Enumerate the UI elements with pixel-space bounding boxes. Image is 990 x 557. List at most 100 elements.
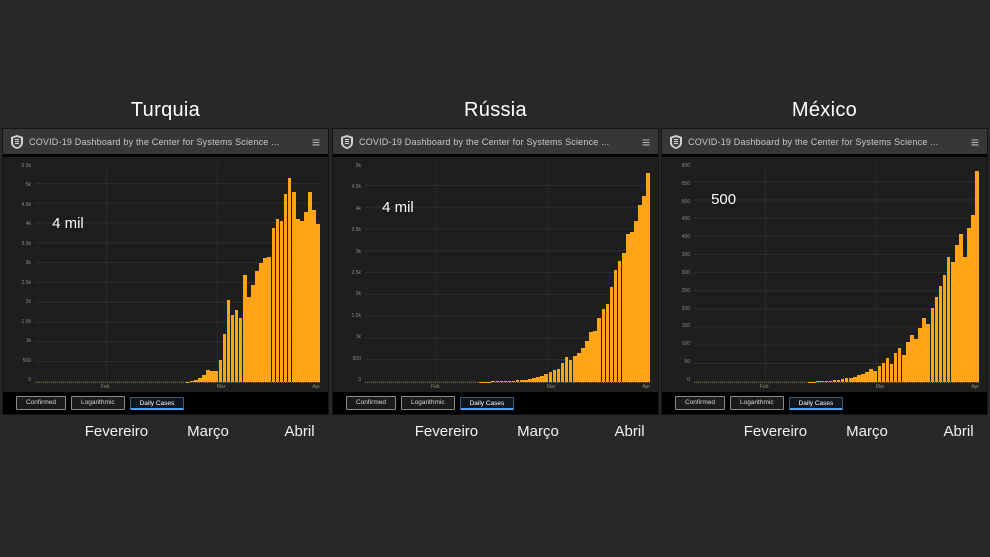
tab-logarithmic[interactable]: Logarithmic bbox=[70, 396, 125, 410]
dashboard-header: COVID-19 Dashboard by the Center for Sys… bbox=[662, 129, 987, 157]
daily-cases-bar bbox=[861, 374, 865, 382]
x-tick-label: Mar bbox=[546, 384, 556, 390]
dashboard-title: COVID-19 Dashboard by the Center for Sys… bbox=[688, 136, 939, 147]
y-tick-label: 500 bbox=[22, 357, 31, 364]
daily-cases-bar bbox=[251, 284, 255, 382]
daily-cases-bar bbox=[881, 363, 886, 382]
tab-daily-cases[interactable]: Daily Cases bbox=[459, 396, 515, 410]
menu-icon[interactable]: ≡ bbox=[311, 133, 320, 150]
daily-cases-bar bbox=[642, 195, 646, 382]
dashboard-title: COVID-19 Dashboard by the Center for Sys… bbox=[359, 136, 610, 147]
chart-block-russia: Rússia COVID-19 Dashboard by the Center … bbox=[332, 92, 659, 449]
daily-cases-bar bbox=[869, 369, 873, 382]
dashboard-header: COVID-19 Dashboard by the Center for Sys… bbox=[3, 129, 328, 157]
daily-cases-bar bbox=[918, 328, 922, 382]
y-tick-label: 0 bbox=[358, 376, 361, 383]
daily-cases-bar bbox=[189, 381, 194, 382]
y-tick-label: 1k bbox=[355, 334, 361, 341]
daily-cases-bar bbox=[853, 376, 857, 382]
daily-cases-bar bbox=[857, 375, 861, 382]
y-tick-label: 400 bbox=[681, 234, 690, 241]
y-tick-label: 550 bbox=[681, 180, 690, 187]
daily-cases-bar bbox=[959, 233, 963, 382]
y-tick-label: 200 bbox=[681, 305, 690, 312]
y-tick-label: 3k bbox=[25, 260, 31, 267]
daily-cases-bar bbox=[287, 178, 292, 382]
x-tick-label: Feb bbox=[759, 384, 769, 390]
y-tick-label: 0 bbox=[28, 376, 31, 383]
y-tick-label: 5k bbox=[355, 163, 361, 169]
dashboard-panel-turquia: COVID-19 Dashboard by the Center for Sys… bbox=[2, 128, 329, 415]
y-tick-label: 4.5k bbox=[351, 184, 361, 191]
y-tick-label: 50 bbox=[684, 359, 690, 366]
daily-cases-bar bbox=[556, 368, 561, 382]
menu-icon[interactable]: ≡ bbox=[970, 133, 979, 150]
daily-cases-bar bbox=[581, 348, 585, 382]
daily-cases-bar bbox=[491, 381, 495, 382]
daily-cases-bar bbox=[568, 360, 573, 382]
tab-confirmed[interactable]: Confirmed bbox=[346, 396, 396, 410]
tab-confirmed[interactable]: Confirmed bbox=[16, 396, 66, 410]
daily-cases-bar bbox=[238, 318, 243, 382]
gridline-vertical bbox=[217, 164, 219, 382]
daily-cases-bar bbox=[816, 381, 820, 382]
tab-logarithmic[interactable]: Logarithmic bbox=[729, 396, 784, 410]
daily-cases-bar bbox=[971, 214, 975, 382]
daily-cases-bar bbox=[873, 371, 878, 382]
tab-daily-cases[interactable]: Daily Cases bbox=[129, 396, 185, 410]
daily-cases-bar bbox=[975, 171, 979, 382]
daily-cases-bar bbox=[848, 377, 853, 382]
dashboard-title: COVID-19 Dashboard by the Center for Sys… bbox=[29, 136, 280, 147]
daily-cases-bar bbox=[495, 381, 500, 382]
y-tick-label: 250 bbox=[681, 287, 690, 294]
plot-area: 500 bbox=[694, 164, 979, 383]
daily-cases-bar bbox=[840, 379, 845, 382]
x-tick-label: Apr bbox=[642, 384, 650, 390]
y-tick-label: 2k bbox=[355, 291, 361, 298]
tab-daily-cases[interactable]: Daily Cases bbox=[788, 396, 844, 410]
gridline-vertical bbox=[436, 164, 438, 382]
annotation-label: 4 mil bbox=[382, 198, 414, 216]
month-labels: Fevereiro Março Abril bbox=[661, 423, 988, 449]
daily-cases-bar bbox=[536, 377, 540, 382]
daily-cases-bar bbox=[585, 340, 589, 382]
daily-cases-bar bbox=[621, 253, 626, 382]
month-label-fevereiro: Fevereiro bbox=[743, 423, 808, 440]
y-tick-label: 300 bbox=[681, 269, 690, 276]
daily-cases-bar bbox=[255, 271, 259, 382]
y-tick-label: 2.5k bbox=[351, 269, 361, 276]
daily-cases-bar bbox=[206, 369, 210, 382]
y-tick-label: 350 bbox=[681, 252, 690, 259]
tab-confirmed[interactable]: Confirmed bbox=[675, 396, 725, 410]
daily-cases-bar bbox=[938, 285, 943, 382]
daily-cases-bar bbox=[312, 209, 316, 382]
y-tick-label: 1.5k bbox=[351, 312, 361, 319]
daily-cases-bar bbox=[548, 371, 553, 382]
daily-cases-bar bbox=[210, 370, 214, 382]
daily-cases-bar bbox=[300, 221, 304, 382]
month-label-marco: Março bbox=[517, 423, 559, 440]
daily-cases-bar bbox=[885, 358, 890, 382]
daily-cases-bar bbox=[897, 347, 902, 382]
daily-cases-bar bbox=[242, 274, 247, 382]
x-axis: Feb Mar Apr bbox=[361, 383, 658, 392]
month-label-abril: Abril bbox=[614, 423, 645, 440]
daily-cases-bar bbox=[914, 339, 918, 382]
daily-cases-bar bbox=[613, 270, 618, 382]
gridline-vertical bbox=[547, 164, 549, 382]
daily-cases-bar bbox=[901, 354, 906, 382]
menu-icon[interactable]: ≡ bbox=[641, 133, 650, 150]
daily-cases-bar bbox=[836, 379, 841, 382]
jhu-shield-icon bbox=[670, 134, 682, 149]
y-tick-label: 3.5k bbox=[351, 227, 361, 234]
tab-logarithmic[interactable]: Logarithmic bbox=[400, 396, 455, 410]
daily-cases-chart: 600 550 500 450 400 350 300 250 200 150 100 50 0 500 bbox=[662, 157, 987, 383]
y-axis: 600 550 500 450 400 350 300 250 200 150 100 50 0 bbox=[666, 164, 694, 383]
dashboard-panel-russia: COVID-19 Dashboard by the Center for Sys… bbox=[332, 128, 659, 415]
daily-cases-bar bbox=[291, 192, 296, 382]
plot-area: 4 mil bbox=[365, 164, 650, 383]
y-tick-label: 1k bbox=[25, 338, 31, 345]
plot-area: 4 mil bbox=[35, 164, 320, 383]
dashboard-panel-mexico: COVID-19 Dashboard by the Center for Sys… bbox=[661, 128, 988, 415]
